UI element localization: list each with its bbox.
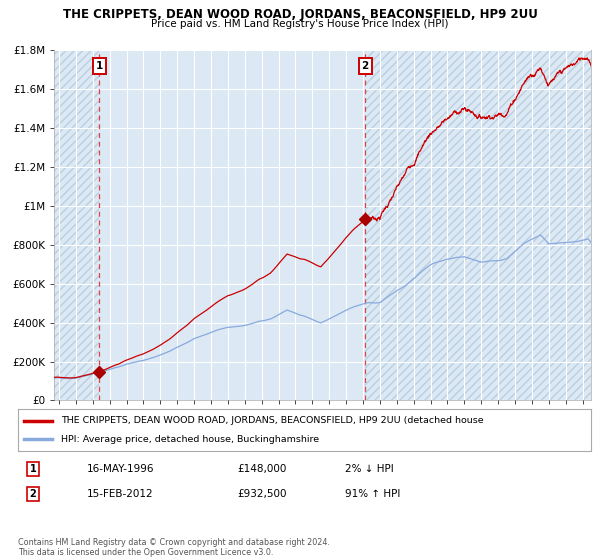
Text: £932,500: £932,500 (237, 489, 287, 499)
Text: 1: 1 (29, 464, 37, 474)
Text: 2: 2 (29, 489, 37, 499)
Text: THE CRIPPETS, DEAN WOOD ROAD, JORDANS, BEACONSFIELD, HP9 2UU (detached house: THE CRIPPETS, DEAN WOOD ROAD, JORDANS, B… (61, 416, 484, 425)
Text: 91% ↑ HPI: 91% ↑ HPI (345, 489, 400, 499)
Text: 2% ↓ HPI: 2% ↓ HPI (345, 464, 394, 474)
Text: Price paid vs. HM Land Registry's House Price Index (HPI): Price paid vs. HM Land Registry's House … (151, 19, 449, 29)
Text: HPI: Average price, detached house, Buckinghamshire: HPI: Average price, detached house, Buck… (61, 435, 319, 444)
Text: 1: 1 (95, 61, 103, 71)
Bar (365, 50, 591, 400)
Text: Contains HM Land Registry data © Crown copyright and database right 2024.
This d: Contains HM Land Registry data © Crown c… (18, 538, 330, 557)
Bar (54, 50, 99, 400)
Text: THE CRIPPETS, DEAN WOOD ROAD, JORDANS, BEACONSFIELD, HP9 2UU: THE CRIPPETS, DEAN WOOD ROAD, JORDANS, B… (62, 8, 538, 21)
Text: 2: 2 (361, 61, 368, 71)
Text: 16-MAY-1996: 16-MAY-1996 (87, 464, 155, 474)
Bar (54, 50, 99, 400)
Text: 15-FEB-2012: 15-FEB-2012 (87, 489, 154, 499)
Text: £148,000: £148,000 (237, 464, 286, 474)
